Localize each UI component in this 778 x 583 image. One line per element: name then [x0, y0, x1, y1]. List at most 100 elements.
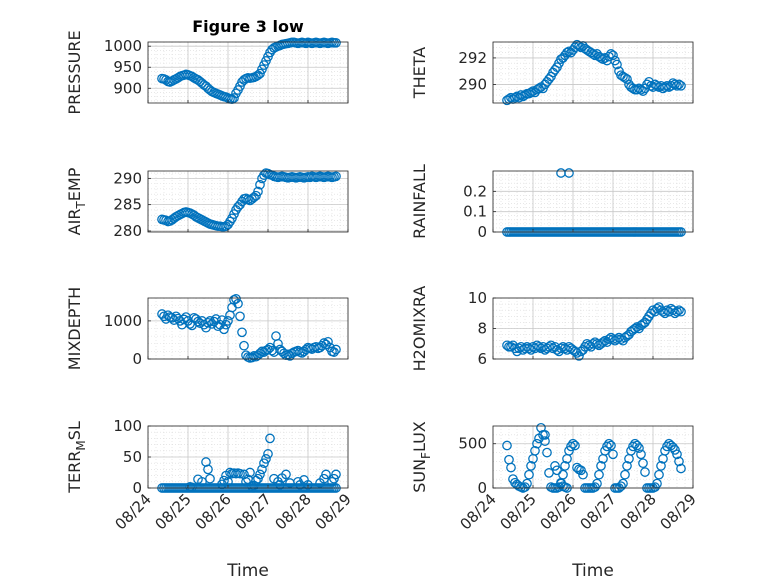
data-point — [530, 445, 540, 456]
chart-title: Figure 3 low — [192, 17, 304, 36]
data-point — [506, 462, 516, 473]
data-point — [281, 469, 291, 480]
series-theta — [502, 39, 686, 106]
data-point — [672, 306, 682, 317]
axes-box — [147, 297, 349, 360]
data-point — [331, 171, 341, 182]
data-point — [568, 438, 578, 449]
y-tick-label: 0.2 — [463, 182, 487, 200]
data-point — [576, 465, 586, 476]
data-point — [219, 324, 229, 335]
data-point — [205, 316, 215, 326]
subplot-theta: 290 292 THETA — [410, 39, 694, 106]
axes-box — [147, 170, 349, 233]
data-point — [193, 316, 203, 327]
y-axis-label: SUNFLUX — [410, 421, 433, 493]
data-point — [628, 441, 638, 452]
data-point — [602, 441, 612, 452]
data-point — [205, 473, 215, 484]
y-tick-label: 6 — [477, 350, 487, 368]
data-point — [564, 445, 574, 456]
y-tick-label: 0 — [477, 479, 487, 497]
data-point — [542, 447, 552, 458]
axes-box — [147, 41, 349, 104]
axes-box — [492, 425, 694, 489]
subplot-air_temp: 280 285 290 AIRTEMP — [65, 167, 349, 240]
data-point — [676, 463, 686, 474]
series-sun_flux — [502, 422, 686, 493]
data-point — [654, 469, 664, 480]
data-point — [588, 49, 598, 59]
x-tick-label: 08/27 — [232, 490, 275, 533]
y-tick-label: 0 — [477, 223, 487, 241]
data-point — [524, 469, 534, 480]
x-tick-label: 08/29 — [657, 490, 700, 533]
data-point — [578, 469, 588, 480]
x-tick-label: 08/26 — [537, 490, 580, 533]
data-point — [321, 469, 331, 480]
data-point — [636, 449, 646, 460]
y-axis-label: TERRMSL — [65, 421, 88, 494]
data-point — [606, 440, 616, 451]
data-point — [233, 298, 243, 309]
data-point — [528, 86, 538, 96]
y-tick-label: 292 — [458, 49, 487, 67]
data-point — [622, 74, 632, 84]
data-point — [640, 467, 650, 477]
x-tick-label: 08/28 — [272, 490, 315, 533]
data-point — [502, 440, 512, 451]
data-point — [566, 441, 576, 452]
data-point — [676, 80, 686, 91]
data-point — [536, 422, 546, 433]
y-axis-label-suffix: LUX — [410, 421, 429, 452]
x-axis-label: Time — [226, 561, 269, 581]
data-point — [600, 445, 610, 456]
data-point — [540, 436, 550, 446]
data-point — [674, 79, 684, 90]
x-tick-label: 08/27 — [577, 490, 620, 533]
series-air_temp — [157, 168, 341, 232]
data-point — [564, 168, 574, 178]
data-point — [612, 59, 622, 70]
plot-area — [493, 171, 693, 232]
y-axis-label-main: SUN — [410, 459, 429, 493]
data-point — [219, 475, 229, 486]
data-point — [620, 469, 630, 480]
y-axis-label: H2OMIXRA — [410, 286, 429, 372]
data-point — [670, 79, 680, 90]
y-axis-label: THETA — [410, 47, 429, 99]
data-point — [235, 311, 245, 322]
data-point — [265, 433, 275, 444]
data-point — [540, 430, 550, 440]
data-point — [596, 461, 606, 471]
data-point — [331, 37, 341, 48]
y-axis-label-main: TERR — [65, 451, 84, 494]
data-point — [319, 338, 329, 348]
data-point — [237, 327, 247, 338]
data-point — [670, 445, 680, 455]
y-tick-label: 8 — [477, 320, 487, 338]
y-axis-label-suffix: EMP — [65, 167, 84, 201]
data-point — [590, 50, 600, 61]
subplot-rainfall: 0 0.1 0.2 RAINFALL — [410, 164, 694, 241]
data-point — [331, 344, 341, 355]
data-point — [229, 93, 239, 103]
data-point — [203, 464, 213, 475]
data-point — [526, 87, 536, 98]
y-tick-label: 10 — [468, 289, 487, 307]
data-point — [303, 480, 313, 490]
data-point — [273, 338, 283, 349]
data-point — [634, 443, 644, 453]
data-point — [552, 465, 562, 476]
data-point — [604, 438, 614, 449]
y-tick-label: 50 — [123, 448, 142, 466]
series-pressure — [157, 37, 341, 105]
data-point — [231, 293, 241, 304]
axes-box — [492, 170, 694, 233]
y-axis-label-subscript: T — [74, 201, 88, 210]
y-tick-label: 0.1 — [463, 203, 487, 221]
y-tick-label: 900 — [113, 79, 142, 97]
data-point — [622, 461, 632, 471]
data-point — [562, 47, 572, 58]
